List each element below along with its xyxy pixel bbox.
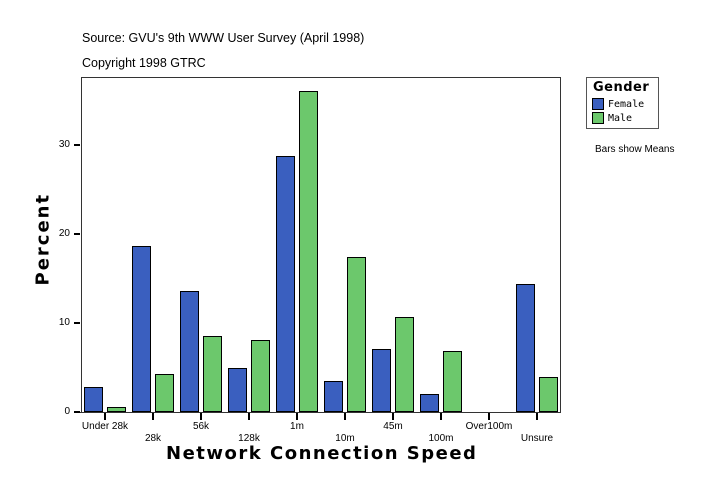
x-tick-label: 1m: [290, 421, 304, 432]
legend-label-female: Female: [608, 98, 645, 110]
bar-male: [395, 316, 414, 412]
bar-male: [155, 373, 174, 412]
legend-item-male: Male: [592, 112, 632, 124]
bar-male: [347, 257, 366, 412]
y-tick: [74, 322, 80, 324]
x-tick: [536, 413, 538, 420]
x-tick-label: 56k: [192, 421, 210, 432]
x-axis-title: Network Connection Speed: [166, 443, 478, 464]
y-tick: [74, 411, 80, 413]
x-tick: [152, 413, 154, 420]
legend: Gender Female Male: [586, 77, 659, 129]
y-axis-title: Percent: [32, 192, 54, 286]
male-swatch-icon: [592, 112, 604, 124]
x-tick-label: 128k: [238, 433, 260, 444]
bar-female: [372, 348, 391, 412]
x-axis-line: [75, 412, 561, 413]
x-tick: [440, 413, 442, 420]
legend-label-male: Male: [608, 112, 633, 124]
x-tick-label: 10m: [335, 433, 355, 444]
bar-female: [180, 290, 199, 412]
bar-male: [251, 339, 270, 412]
bar-female: [228, 368, 247, 412]
y-tick: [74, 144, 80, 146]
x-tick: [104, 413, 106, 420]
x-tick-label: Under 28k: [81, 421, 129, 432]
bar-female: [324, 380, 343, 412]
bar-male: [299, 90, 318, 412]
y-tick-label: 30: [58, 139, 70, 150]
y-tick: [74, 233, 80, 235]
bar-female: [516, 283, 535, 412]
legend-title: Gender: [593, 80, 650, 95]
x-tick-label: Unsure: [520, 433, 554, 444]
chart-source-text: Source: GVU's 9th WWW User Survey (April…: [82, 31, 365, 45]
chart-copyright-text: Copyright 1998 GTRC: [82, 56, 206, 70]
x-tick-label: 45m: [383, 421, 403, 432]
female-swatch-icon: [592, 98, 604, 110]
bar-female: [84, 387, 103, 412]
x-tick-label: Over100m: [465, 421, 513, 432]
plot-area: [81, 77, 561, 412]
bars-note: Bars show Means: [595, 144, 675, 155]
bar-female: [132, 245, 151, 412]
bar-male: [443, 350, 462, 412]
x-tick: [392, 413, 394, 420]
y-tick-label: 0: [64, 406, 70, 417]
bar-female: [420, 394, 439, 412]
x-tick: [488, 413, 490, 420]
x-tick: [296, 413, 298, 420]
bar-male: [203, 336, 222, 412]
bar-male: [539, 377, 558, 412]
y-tick-label: 20: [58, 228, 70, 239]
x-tick: [344, 413, 346, 420]
x-tick: [200, 413, 202, 420]
bar-female: [276, 155, 295, 412]
x-tick-label: 28k: [144, 433, 162, 444]
y-tick-label: 10: [58, 317, 70, 328]
x-tick-label: 100m: [428, 433, 454, 444]
legend-item-female: Female: [592, 98, 644, 110]
bar-male: [107, 406, 126, 412]
x-tick: [248, 413, 250, 420]
